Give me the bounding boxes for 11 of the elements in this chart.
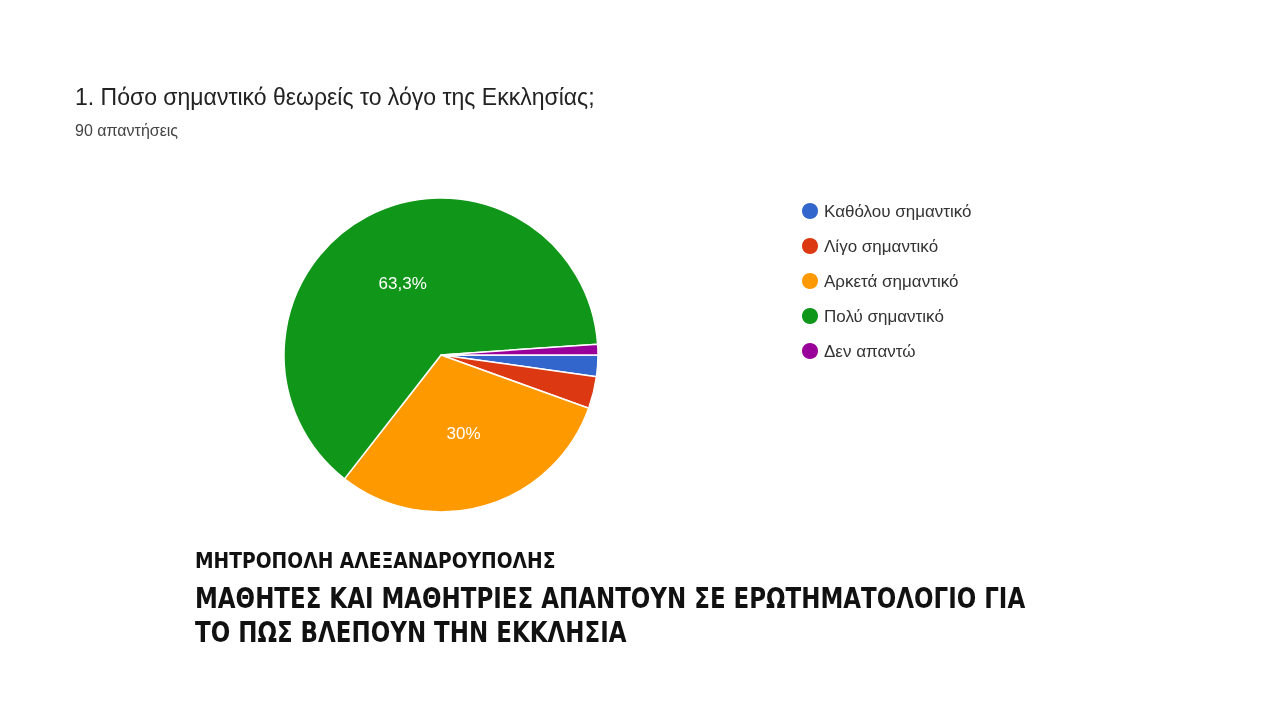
text: 90 απαντήσεις xyxy=(75,121,179,139)
chart-title: 1. Πόσο σημαντικό θεωρείς το λόγο της Εκκλησίας; xyxy=(75,83,595,110)
legend-label: Πολύ σημαντικό xyxy=(824,306,944,326)
legend-label: Καθόλου σημαντικό xyxy=(824,201,972,221)
text: ΜΑΘΗΤΕΣ ΚΑΙ ΜΑΘΗΤΡΙΕΣ ΑΠΑΝΤΟΥΝ ΣΕ ΕΡΩΤΗΜΑΤΟΛΟΓΙΟ ΓΙΑ ΤΟ ΠΩΣ ΒΛΕΠΟΥΝ ΤΗΝ ΕΚΚΛΗΣΙΑ xyxy=(195,582,1027,650)
legend-label: Δεν απαντώ xyxy=(824,341,916,361)
data-label: 30% xyxy=(446,423,481,443)
text: ΜΗΤΡΟΠΟΛΗ ΑΛΕΞΑΝΔΡΟΥΠΟΛΗΣ xyxy=(195,548,556,573)
legend-label: Αρκετά σημαντικό xyxy=(824,271,959,291)
legend-label: Λίγο σημαντικό xyxy=(824,236,939,256)
data-label: 63,3% xyxy=(378,273,427,293)
